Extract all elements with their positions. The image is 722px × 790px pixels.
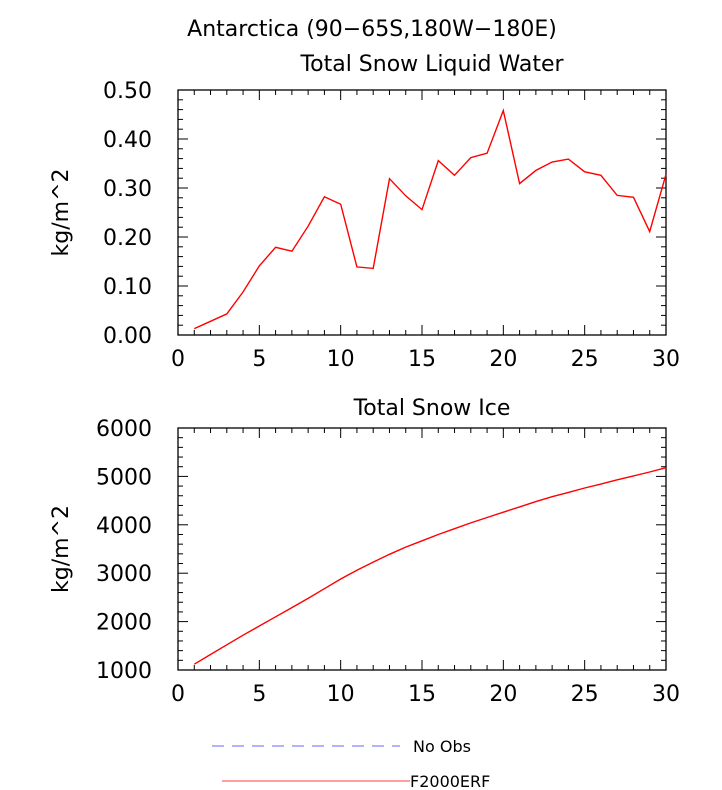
x-tick-label: 5 [252,347,266,372]
panel-title-liquid-water: Total Snow Liquid Water [299,52,564,77]
y-axis-label: kg/m^2 [49,169,74,257]
x-tick-label: 0 [171,347,185,372]
legend-label-f2000erf: F2000ERF [410,772,490,790]
y-tick-label: 0.10 [103,275,152,300]
x-tick-label: 0 [171,682,185,707]
x-tick-label: 20 [489,682,517,707]
x-tick-label: 10 [327,347,355,372]
y-tick-label: 2000 [96,611,152,636]
x-tick-label: 20 [489,347,517,372]
y-tick-label: 0.00 [103,324,152,349]
x-tick-label: 15 [408,682,436,707]
y-tick-label: 0.30 [103,177,152,202]
legend-label-no-obs: No Obs [413,737,471,756]
panel-title-snow-ice: Total Snow Ice [353,396,511,421]
panel-snow-ice: Total Snow Ice 0 5 10 15 20 25 30 1000 2000 3000 40… [49,396,680,707]
y-tick-label: 0.50 [103,79,152,104]
y-tick-label: 1000 [96,659,152,684]
plot-frame [177,89,667,336]
y-tick-label: 0.40 [103,128,152,153]
plot-frame [177,427,667,671]
x-tick-label: 5 [252,682,266,707]
panel-liquid-water: Total Snow Liquid Water 0 5 10 15 20 25 30 0.00 0… [49,52,680,372]
legend: No Obs F2000ERF [212,737,490,790]
series-line-f2000erf [193,467,667,665]
y-axis-label: kg/m^2 [49,505,74,593]
chart-main-title: Antarctica (90−65S,180W−180E) [187,17,557,42]
x-tick-label: 25 [571,347,599,372]
y-tick-label: 0.20 [103,226,152,251]
x-tick-label: 15 [408,347,436,372]
y-tick-label: 4000 [96,514,152,539]
y-tick-label: 3000 [96,562,152,587]
x-tick-label: 10 [327,682,355,707]
y-tick-label: 6000 [96,417,152,442]
x-tick-label: 30 [652,347,680,372]
x-tick-label: 30 [652,682,680,707]
x-tick-label: 25 [571,682,599,707]
series-line-f2000erf [194,108,667,330]
y-tick-label: 5000 [96,465,152,490]
